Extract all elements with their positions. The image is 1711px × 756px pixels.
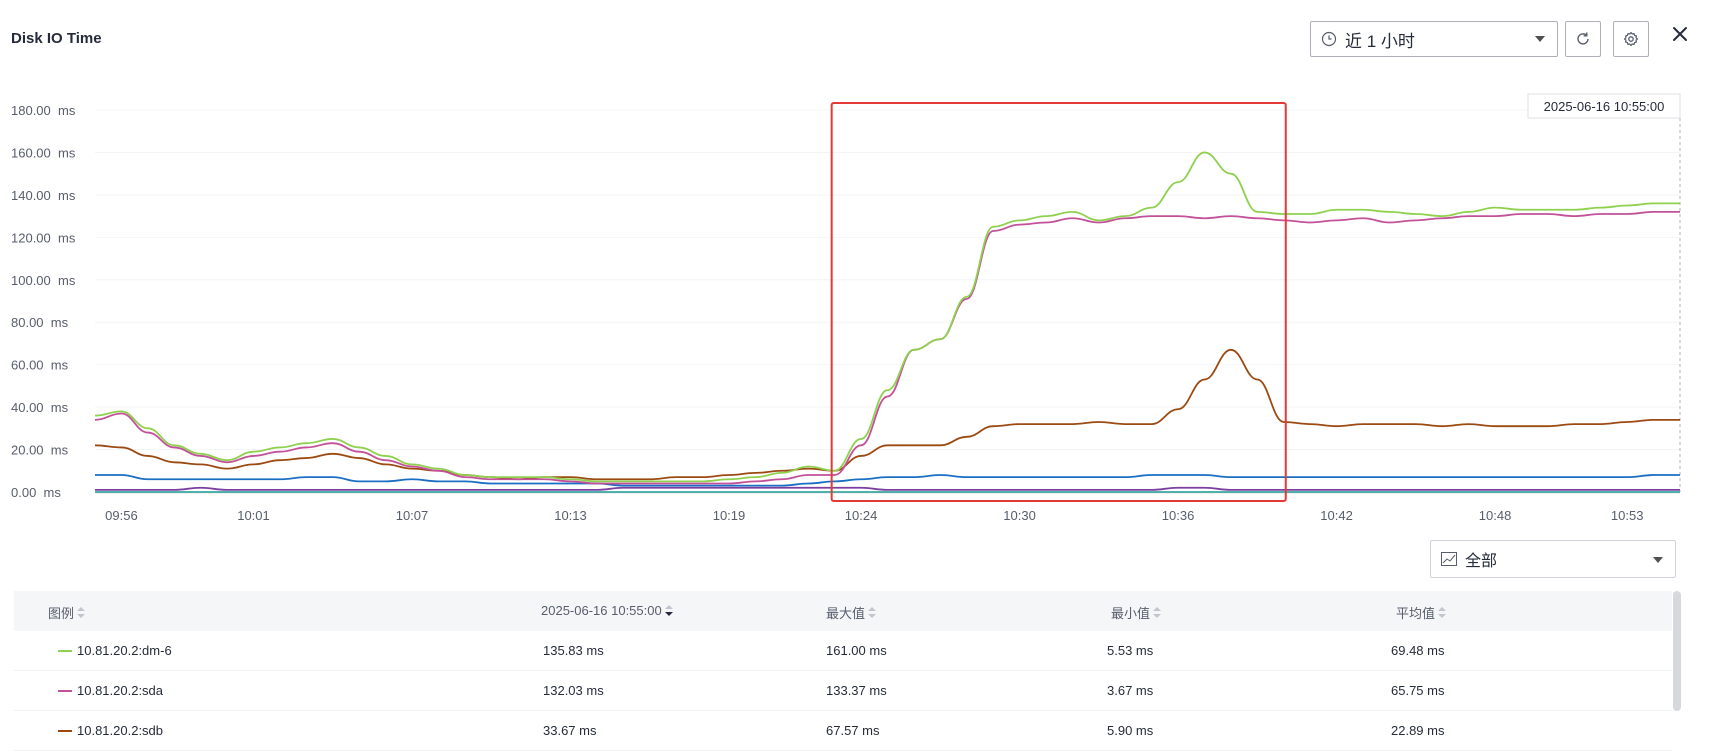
column-avg-label: 平均值 bbox=[1396, 603, 1435, 622]
sort-icon bbox=[1153, 607, 1161, 619]
chart-icon bbox=[1441, 552, 1457, 566]
y-tick-label: 60.00 ms bbox=[11, 358, 69, 373]
min-value: 5.53 ms bbox=[1107, 643, 1153, 658]
legend-swatch bbox=[58, 650, 72, 652]
series-filter-select[interactable]: 全部 bbox=[1430, 540, 1676, 578]
column-legend-label: 图例 bbox=[48, 603, 74, 622]
series-line bbox=[95, 152, 1680, 481]
y-tick-label: 140.00 ms bbox=[11, 188, 76, 203]
panel-title: Disk IO Time bbox=[11, 30, 102, 47]
legend-cell: 10.81.20.2:dm-6 bbox=[56, 643, 172, 658]
min-value: 5.90 ms bbox=[1107, 723, 1153, 738]
column-max-label: 最大值 bbox=[826, 603, 865, 622]
series-line bbox=[95, 212, 1680, 484]
chevron-down-icon bbox=[1653, 557, 1663, 563]
tooltip-time-label: 2025-06-16 10:55:00 bbox=[1544, 99, 1665, 114]
x-tick-label: 10:53 bbox=[1611, 508, 1644, 523]
y-tick-label: 80.00 ms bbox=[11, 315, 69, 330]
sort-desc-icon bbox=[665, 605, 673, 617]
table-row[interactable]: 10.81.20.2:sda 132.03 ms 133.37 ms 3.67 … bbox=[14, 671, 1672, 711]
max-value: 67.57 ms bbox=[826, 723, 879, 738]
series-line bbox=[95, 350, 1680, 479]
x-tick-label: 10:01 bbox=[237, 508, 270, 523]
gear-icon bbox=[1623, 31, 1639, 47]
legend-swatch bbox=[58, 690, 72, 692]
refresh-icon bbox=[1575, 31, 1591, 47]
table-row[interactable]: 10.81.20.2:dm-6 135.83 ms 161.00 ms 5.53… bbox=[14, 631, 1672, 671]
legend-cell: 10.81.20.2:sdb bbox=[56, 723, 163, 738]
y-tick-label: 0.00 ms bbox=[11, 485, 61, 500]
line-chart-svg: 0.00 ms 20.00 ms 40.00 ms 60.00 ms 80.00 ms 1… bbox=[0, 90, 1711, 530]
column-avg[interactable]: 平均值 bbox=[1396, 603, 1446, 622]
refresh-button[interactable] bbox=[1565, 21, 1601, 57]
legend-swatch bbox=[58, 730, 72, 732]
time-range-label: 近 1 小时 bbox=[1345, 27, 1415, 52]
table-scrollbar[interactable] bbox=[1673, 591, 1681, 711]
column-current[interactable]: 2025-06-16 10:55:00 bbox=[541, 603, 673, 618]
x-tick-label: 10:13 bbox=[554, 508, 587, 523]
x-tick-label: 10:30 bbox=[1003, 508, 1036, 523]
column-legend[interactable]: 图例 bbox=[48, 603, 85, 622]
x-tick-label: 10:19 bbox=[713, 508, 746, 523]
current-value: 33.67 ms bbox=[543, 723, 596, 738]
close-icon[interactable] bbox=[1668, 22, 1692, 46]
x-tick-label: 10:24 bbox=[845, 508, 878, 523]
avg-value: 65.75 ms bbox=[1391, 683, 1444, 698]
y-tick-label: 160.00 ms bbox=[11, 145, 76, 160]
avg-value: 22.89 ms bbox=[1391, 723, 1444, 738]
x-tick-label: 10:36 bbox=[1162, 508, 1195, 523]
sort-icon bbox=[868, 607, 876, 619]
series-filter-label: 全部 bbox=[1465, 547, 1497, 571]
series-name: 10.81.20.2:dm-6 bbox=[77, 643, 172, 658]
avg-value: 69.48 ms bbox=[1391, 643, 1444, 658]
series-line bbox=[95, 475, 1680, 486]
y-tick-label: 180.00 ms bbox=[11, 103, 76, 118]
disk-io-chart: 0.00 ms 20.00 ms 40.00 ms 60.00 ms 80.00 ms 1… bbox=[0, 90, 1711, 530]
x-tick-label: 09:56 bbox=[105, 508, 138, 523]
table-header: 图例 2025-06-16 10:55:00 最大值 最小值 平均值 bbox=[14, 591, 1672, 631]
x-tick-label: 10:07 bbox=[396, 508, 429, 523]
current-value: 132.03 ms bbox=[543, 683, 604, 698]
min-value: 3.67 ms bbox=[1107, 683, 1153, 698]
column-min[interactable]: 最小值 bbox=[1111, 603, 1161, 622]
series-name: 10.81.20.2:sda bbox=[77, 683, 163, 698]
y-tick-label: 100.00 ms bbox=[11, 273, 76, 288]
table-row[interactable]: 10.81.20.2:sdb 33.67 ms 67.57 ms 5.90 ms… bbox=[14, 711, 1672, 751]
time-range-select[interactable]: 近 1 小时 bbox=[1310, 21, 1558, 57]
column-min-label: 最小值 bbox=[1111, 603, 1150, 622]
chevron-down-icon bbox=[1535, 36, 1545, 42]
clock-icon bbox=[1321, 31, 1337, 47]
legend-cell: 10.81.20.2:sda bbox=[56, 683, 163, 698]
sort-icon bbox=[77, 607, 85, 619]
current-value: 135.83 ms bbox=[543, 643, 604, 658]
x-tick-label: 10:42 bbox=[1320, 508, 1353, 523]
y-tick-label: 40.00 ms bbox=[11, 400, 69, 415]
column-current-label: 2025-06-16 10:55:00 bbox=[541, 603, 662, 618]
y-tick-label: 120.00 ms bbox=[11, 230, 76, 245]
y-tick-label: 20.00 ms bbox=[11, 443, 69, 458]
settings-button[interactable] bbox=[1613, 21, 1649, 57]
x-tick-label: 10:48 bbox=[1479, 508, 1512, 523]
series-name: 10.81.20.2:sdb bbox=[77, 723, 163, 738]
column-max[interactable]: 最大值 bbox=[826, 603, 876, 622]
max-value: 133.37 ms bbox=[826, 683, 887, 698]
series-line bbox=[95, 488, 1680, 490]
tooltip-time: 2025-06-16 10:55:00 bbox=[1528, 94, 1680, 118]
sort-icon bbox=[1438, 607, 1446, 619]
series-table: 图例 2025-06-16 10:55:00 最大值 最小值 平均值 10.81… bbox=[14, 591, 1672, 756]
max-value: 161.00 ms bbox=[826, 643, 887, 658]
